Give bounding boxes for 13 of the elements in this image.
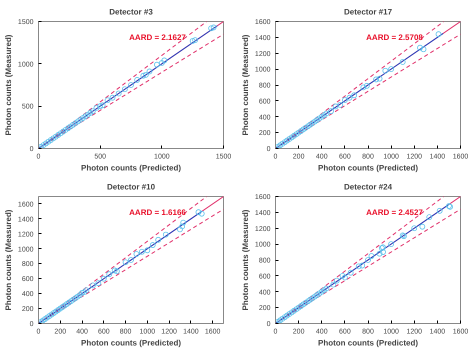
chart-title: Detector #24 xyxy=(344,182,393,192)
y-axis-title: Photon counts (Measured) xyxy=(240,209,250,310)
y-axis-title: Photon counts (Measured) xyxy=(4,34,13,136)
x-axis-title: Photon counts (Predicted) xyxy=(81,164,182,172)
y-axis-title: Photon counts (Measured) xyxy=(240,34,250,136)
x-axis-title: Photon counts (Predicted) xyxy=(318,338,418,348)
x-axis-title: Photon counts (Predicted) xyxy=(81,338,182,348)
annotation: AARD = 1.6166 xyxy=(129,208,186,217)
chart-title: Detector #17 xyxy=(344,8,393,16)
x-axis-title: Photon counts (Predicted) xyxy=(318,164,418,172)
chart-title: Detector #3 xyxy=(109,8,154,16)
y-axis-title: Photon counts (Measured) xyxy=(4,209,13,310)
chart-title: Detector #10 xyxy=(106,182,156,192)
